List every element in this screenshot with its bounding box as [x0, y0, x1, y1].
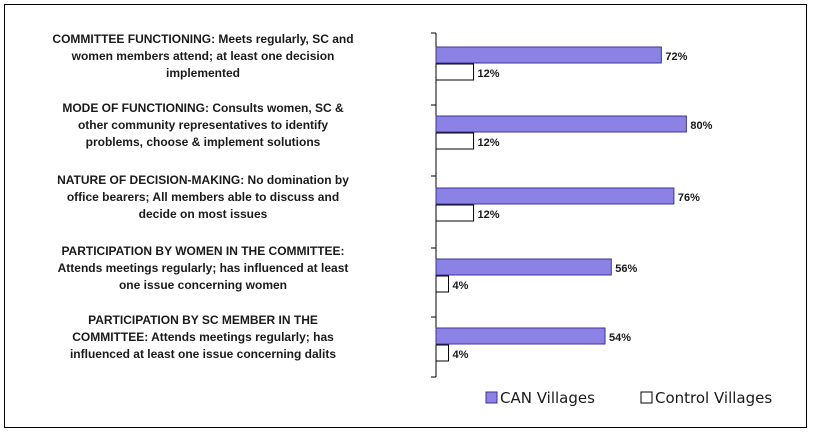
bar-chart: COMMITTEE FUNCTIONING: Meets regularly, …: [52, 32, 772, 407]
bar-control-villages: [435, 275, 450, 293]
category-label: office bearers; All members able to disc…: [67, 190, 339, 204]
legend-label-control-villages: Control Villages: [655, 389, 772, 407]
legend-swatch-can-villages: [485, 391, 498, 404]
data-label: 54%: [609, 332, 631, 344]
category-label: COMMITTEE: Attends meetings regularly; h…: [72, 330, 334, 344]
bar-control-villages: [435, 344, 450, 362]
category-label: MODE OF FUNCTIONING: Consults women, SC …: [62, 101, 344, 115]
data-label: 76%: [678, 192, 700, 204]
category-label: women members attend; at least one decis…: [71, 49, 335, 63]
data-label: 4%: [453, 349, 469, 361]
bar-can-villages: [435, 187, 675, 205]
data-label: 12%: [478, 68, 500, 80]
data-label: 4%: [453, 280, 469, 292]
category-label: other community representatives to ident…: [78, 118, 328, 132]
category-label: PARTICIPATION BY SC MEMBER IN THE: [88, 313, 318, 327]
category-label: decide on most issues: [139, 207, 268, 221]
category-label: problems, choose & implement solutions: [86, 135, 321, 149]
chart-frame: COMMITTEE FUNCTIONING: Meets regularly, …: [4, 4, 807, 428]
data-label: 12%: [478, 137, 500, 149]
legend-label-can-villages: CAN Villages: [500, 389, 595, 407]
data-label: 80%: [690, 120, 712, 132]
category-label: Attends meetings regularly; has influenc…: [58, 261, 349, 275]
data-label: 12%: [478, 209, 500, 221]
category-label: NATURE OF DECISION-MAKING: No domination…: [57, 173, 349, 187]
legend-swatch-control-villages: [640, 391, 653, 404]
bar-can-villages: [435, 327, 606, 345]
category-label: implemented: [166, 66, 240, 80]
category-label: one issue concerning women: [119, 278, 287, 292]
category-label: PARTICIPATION BY WOMEN IN THE COMMITTEE:: [61, 244, 344, 258]
bar-can-villages: [435, 46, 662, 64]
data-label: 56%: [615, 263, 637, 275]
data-label: 72%: [665, 51, 687, 63]
bar-can-villages: [435, 258, 612, 276]
category-label: influenced at least one issue concerning…: [70, 347, 336, 361]
bar-control-villages: [435, 204, 475, 222]
bar-can-villages: [435, 115, 687, 133]
bar-control-villages: [435, 132, 475, 150]
bar-control-villages: [435, 63, 475, 81]
category-label: COMMITTEE FUNCTIONING: Meets regularly, …: [52, 32, 353, 46]
